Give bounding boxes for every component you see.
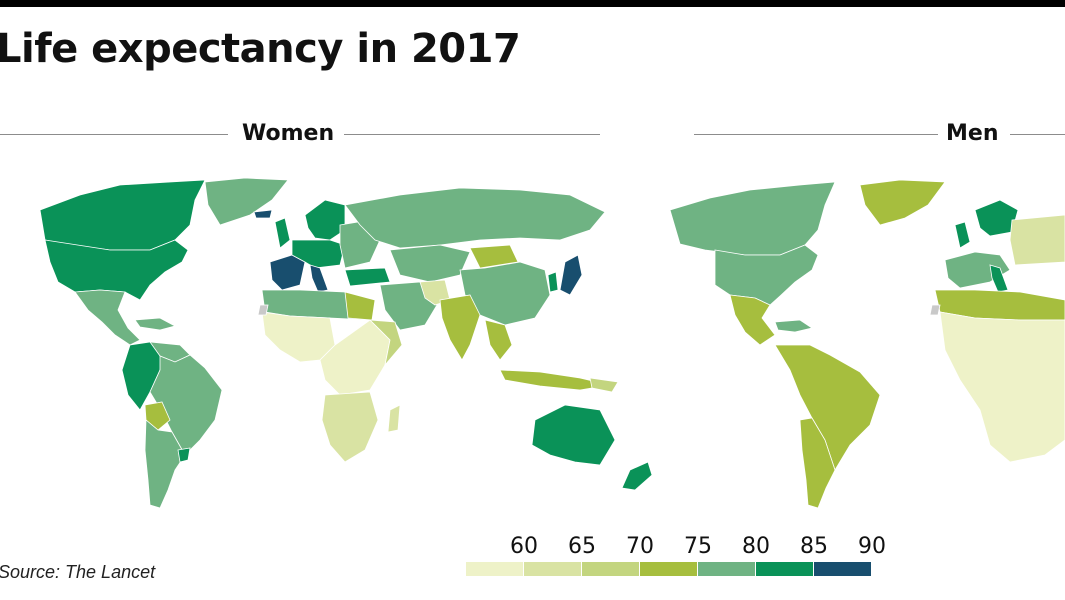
legend-tick: 65	[568, 534, 596, 559]
country-turkey	[344, 267, 391, 287]
country-mexico	[74, 289, 141, 346]
legend-tick: 60	[510, 534, 538, 559]
legend-ticks: 60 65 70 75 80 85 90	[466, 534, 886, 560]
country-brazil	[149, 354, 223, 456]
country-mexico	[729, 294, 776, 346]
women-map	[39, 177, 653, 509]
men-rule-right	[1010, 134, 1065, 135]
legend-tick: 80	[742, 534, 770, 559]
region-east-africa	[368, 319, 403, 367]
country-italy	[309, 264, 329, 293]
country-papua	[589, 377, 619, 393]
country-canada	[39, 179, 206, 251]
country-russia	[344, 187, 606, 249]
country-usa	[44, 239, 189, 301]
men-map	[669, 179, 1065, 509]
legend-swatch	[524, 562, 581, 576]
country-australia	[531, 404, 616, 466]
legend-swatch	[756, 562, 813, 576]
country-korea	[547, 271, 559, 293]
men-rule-left	[694, 134, 938, 135]
country-india	[439, 294, 481, 361]
legend-swatch	[640, 562, 697, 576]
legend-tick: 85	[800, 534, 828, 559]
region-africa	[939, 311, 1065, 463]
region-east-europe	[1009, 214, 1065, 266]
country-western-sahara	[929, 304, 941, 316]
country-argentina-chile	[799, 417, 836, 509]
country-uk	[954, 221, 971, 249]
country-iceland	[253, 209, 273, 219]
legend-color-bar	[466, 562, 886, 576]
region-central-asia	[389, 244, 471, 283]
country-new-zealand	[621, 461, 653, 491]
country-egypt	[344, 291, 376, 321]
region-central-europe	[291, 239, 346, 269]
region-west-africa	[261, 311, 336, 363]
source-credit: Source: The Lancet	[0, 562, 156, 582]
region-caribbean	[134, 317, 177, 331]
legend-swatch	[698, 562, 755, 576]
country-western-sahara	[257, 304, 269, 316]
country-uk	[274, 217, 291, 249]
legend-tick: 70	[626, 534, 654, 559]
legend: 60 65 70 75 80 85 90	[466, 534, 886, 576]
region-scandinavia	[304, 199, 346, 241]
men-panel-label: Men	[940, 121, 1005, 146]
country-japan	[559, 254, 583, 296]
women-rule-right	[344, 134, 600, 135]
region-southern-africa	[321, 391, 379, 463]
region-se-asia	[484, 319, 513, 361]
country-greenland	[204, 177, 289, 226]
country-argentina-chile	[144, 419, 186, 509]
country-greenland	[859, 179, 946, 226]
region-caribbean	[774, 319, 813, 333]
page-title: Life expectancy in 2017	[0, 26, 521, 72]
country-uruguay	[177, 447, 191, 463]
country-canada	[669, 181, 836, 256]
legend-swatch	[582, 562, 639, 576]
country-bolivia	[144, 401, 171, 431]
world-maps	[39, 177, 1065, 509]
legend-swatch	[814, 562, 871, 576]
country-spain-france	[269, 254, 306, 291]
legend-tick: 90	[858, 534, 886, 559]
top-bar	[0, 0, 1065, 7]
legend-swatch	[466, 562, 523, 576]
women-panel-label: Women	[236, 121, 341, 146]
region-north-south-america	[774, 344, 881, 471]
country-madagascar	[387, 404, 401, 433]
legend-tick: 75	[684, 534, 712, 559]
women-rule-left	[0, 134, 228, 135]
